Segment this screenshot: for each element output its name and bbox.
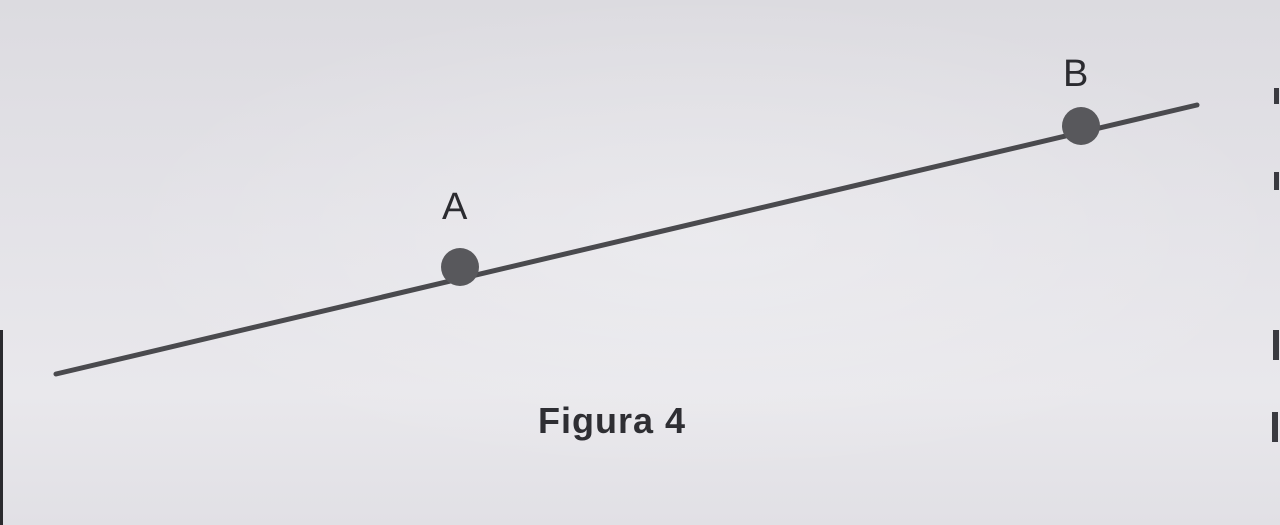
page-edge-mark [1274, 172, 1279, 190]
point-b-label: B [1063, 53, 1089, 95]
figure-caption: Figura 4 [538, 400, 687, 441]
point-a-marker [441, 248, 479, 286]
point-b-marker [1062, 107, 1100, 145]
page-edge-mark [1272, 412, 1278, 442]
page-edge-mark [1274, 88, 1279, 104]
page-edge-mark [1273, 330, 1279, 360]
point-a-label: A [442, 186, 468, 228]
page-left-border [0, 330, 3, 525]
line-through-a-and-b [53, 102, 1200, 377]
